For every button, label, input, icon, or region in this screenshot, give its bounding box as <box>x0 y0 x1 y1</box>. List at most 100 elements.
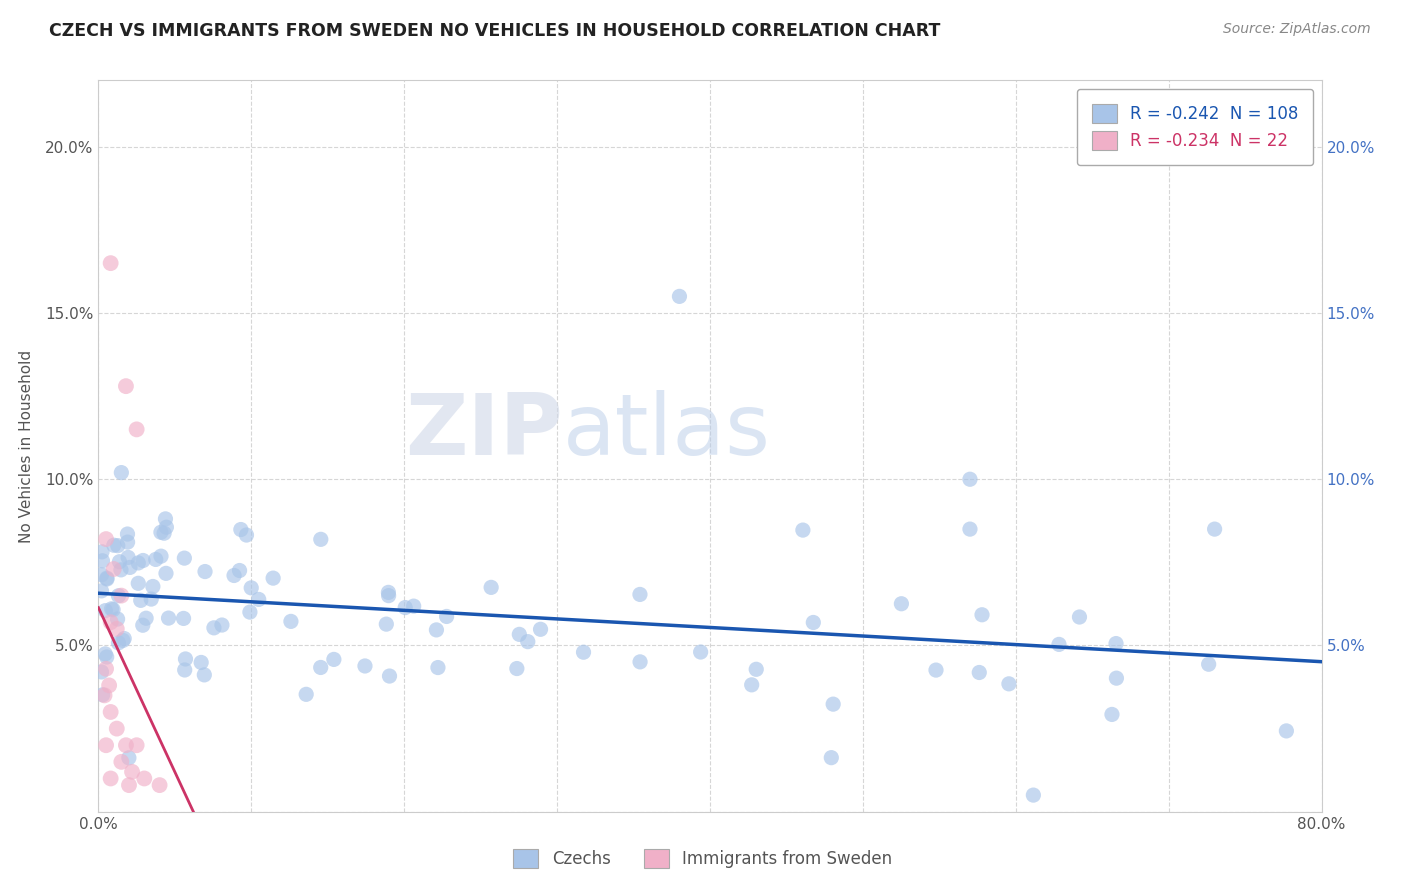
Point <box>94 738 117 752</box>
Point <box>193 668 215 682</box>
Point <box>628 587 651 601</box>
Point <box>94 647 117 661</box>
Point <box>572 645 595 659</box>
Point <box>153 526 176 541</box>
Point <box>890 597 912 611</box>
Point <box>194 565 217 579</box>
Point <box>150 549 173 564</box>
Point <box>132 618 155 632</box>
Point <box>1105 671 1128 685</box>
Point <box>1101 707 1123 722</box>
Point <box>823 697 845 711</box>
Legend: R = -0.242  N = 108, R = -0.234  N = 22: R = -0.242 N = 108, R = -0.234 N = 22 <box>1077 88 1313 165</box>
Point <box>112 632 135 646</box>
Point <box>132 553 155 567</box>
Point <box>142 579 165 593</box>
Point <box>1069 610 1091 624</box>
Point <box>377 589 399 603</box>
Point <box>211 618 233 632</box>
Point <box>117 527 139 541</box>
Point <box>377 585 399 599</box>
Point <box>262 571 284 585</box>
Point <box>115 379 138 393</box>
Point <box>689 645 711 659</box>
Point <box>174 652 197 666</box>
Point <box>117 535 139 549</box>
Point <box>108 555 131 569</box>
Point <box>235 528 257 542</box>
Text: atlas: atlas <box>564 390 772 473</box>
Point <box>127 556 149 570</box>
Point <box>970 607 993 622</box>
Point <box>309 533 332 547</box>
Point <box>100 256 122 270</box>
Point <box>322 652 344 666</box>
Point <box>820 750 842 764</box>
Point <box>375 617 398 632</box>
Point <box>96 572 118 586</box>
Point <box>103 562 125 576</box>
Point <box>516 634 538 648</box>
Point <box>100 615 122 630</box>
Point <box>125 738 148 752</box>
Point <box>1047 637 1070 651</box>
Point <box>173 663 195 677</box>
Text: Source: ZipAtlas.com: Source: ZipAtlas.com <box>1223 22 1371 37</box>
Point <box>190 656 212 670</box>
Point <box>280 615 302 629</box>
Point <box>110 589 132 603</box>
Point <box>668 289 690 303</box>
Point <box>529 622 551 636</box>
Point <box>107 589 129 603</box>
Point <box>425 623 447 637</box>
Point <box>309 660 332 674</box>
Point <box>222 568 245 582</box>
Point <box>110 563 132 577</box>
Point <box>801 615 824 630</box>
Point <box>426 660 449 674</box>
Point <box>229 523 252 537</box>
Point <box>101 602 124 616</box>
Point <box>115 738 138 752</box>
Point <box>141 592 163 607</box>
Point <box>103 538 125 552</box>
Point <box>1275 723 1298 738</box>
Point <box>628 655 651 669</box>
Point <box>107 612 129 626</box>
Point <box>145 552 167 566</box>
Point <box>173 551 195 566</box>
Point <box>959 522 981 536</box>
Point <box>149 525 172 540</box>
Point <box>93 689 115 703</box>
Point <box>107 539 129 553</box>
Point <box>110 755 132 769</box>
Point <box>105 622 128 636</box>
Point <box>202 621 225 635</box>
Point <box>436 609 458 624</box>
Point <box>118 560 141 574</box>
Point <box>127 576 149 591</box>
Point <box>508 627 530 641</box>
Point <box>239 605 262 619</box>
Point <box>94 662 117 676</box>
Point <box>149 778 172 792</box>
Point <box>295 687 318 701</box>
Point <box>96 571 118 585</box>
Point <box>155 520 177 534</box>
Point <box>959 472 981 486</box>
Point <box>228 564 250 578</box>
Point <box>135 611 157 625</box>
Point <box>110 466 132 480</box>
Point <box>118 751 141 765</box>
Point <box>354 659 377 673</box>
Point <box>107 636 129 650</box>
Point <box>745 662 768 676</box>
Text: CZECH VS IMMIGRANTS FROM SWEDEN NO VEHICLES IN HOUSEHOLD CORRELATION CHART: CZECH VS IMMIGRANTS FROM SWEDEN NO VEHIC… <box>49 22 941 40</box>
Point <box>100 772 122 786</box>
Point <box>125 422 148 436</box>
Point <box>118 778 141 792</box>
Point <box>1204 522 1226 536</box>
Point <box>90 665 112 679</box>
Point <box>91 554 114 568</box>
Point <box>394 600 416 615</box>
